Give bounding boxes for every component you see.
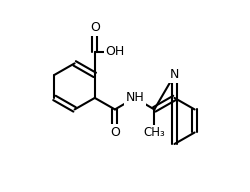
- Text: OH: OH: [105, 45, 124, 58]
- Text: O: O: [90, 21, 99, 34]
- Text: CH₃: CH₃: [143, 126, 165, 139]
- Text: NH: NH: [125, 91, 144, 104]
- Text: O: O: [110, 126, 120, 139]
- Text: N: N: [169, 68, 178, 81]
